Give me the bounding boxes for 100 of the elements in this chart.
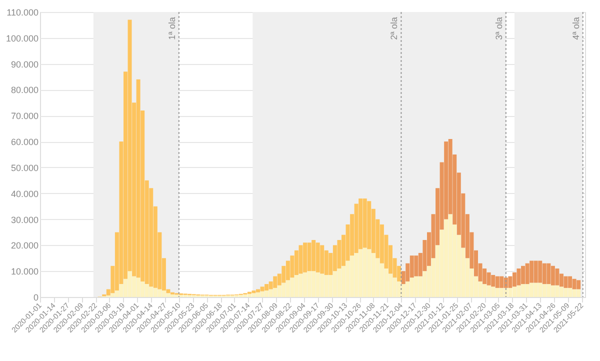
bar — [500, 288, 504, 297]
y-tick-label: 50.000 — [10, 162, 38, 173]
bar — [158, 289, 162, 297]
bar — [491, 274, 496, 287]
y-tick-label: 40.000 — [10, 188, 38, 199]
bar — [260, 291, 264, 297]
bar — [538, 282, 542, 297]
bar — [392, 278, 397, 297]
bar — [324, 274, 328, 297]
bar — [149, 286, 154, 297]
bar — [350, 256, 354, 297]
bar — [312, 240, 316, 272]
bar — [332, 271, 337, 297]
bar — [576, 280, 581, 290]
bar — [555, 285, 560, 297]
bar — [294, 274, 298, 297]
bar — [500, 276, 504, 288]
bar — [414, 276, 418, 297]
bar — [495, 276, 500, 288]
y-tick-label: 0 — [33, 292, 38, 302]
y-tick-label: 100.000 — [6, 33, 38, 44]
ref-line-label: 4ª ola — [570, 17, 581, 40]
y-tick-label: 30.000 — [10, 214, 38, 225]
bar — [252, 293, 256, 297]
bar — [358, 249, 363, 297]
bar — [406, 281, 410, 297]
bar — [290, 278, 294, 297]
bar — [495, 288, 500, 297]
bar — [367, 201, 372, 250]
bar — [546, 263, 551, 284]
bar — [328, 274, 333, 297]
bar — [534, 282, 538, 297]
bar — [538, 260, 542, 283]
bar — [277, 285, 282, 297]
bar — [144, 284, 149, 297]
y-tick-label: 90.000 — [10, 59, 38, 70]
bar — [273, 276, 278, 288]
bar — [397, 281, 402, 297]
y-tick-label: 70.000 — [10, 111, 38, 122]
bar — [320, 245, 324, 274]
ref-line-label: 1ª ola — [166, 17, 177, 40]
bar — [260, 286, 264, 292]
bar — [568, 276, 572, 288]
bar — [264, 284, 269, 291]
y-tick-label: 10.000 — [10, 266, 38, 277]
bar — [508, 276, 512, 288]
bar — [512, 272, 516, 287]
bar — [550, 266, 555, 286]
bar — [362, 198, 367, 248]
y-tick-label: 80.000 — [10, 85, 38, 96]
bar — [354, 252, 358, 297]
bar — [286, 280, 290, 297]
bar — [316, 272, 320, 297]
bar — [546, 284, 551, 297]
bar — [572, 289, 576, 297]
bar — [525, 263, 530, 284]
bar — [530, 282, 534, 297]
y-tick-label: 60.000 — [10, 137, 38, 148]
bar — [153, 288, 158, 297]
y-tick-label: 20.000 — [10, 240, 38, 251]
bar — [410, 256, 414, 278]
y-tick-label: 110.000 — [6, 8, 38, 18]
bar — [521, 266, 526, 284]
bar — [572, 278, 576, 290]
bar — [401, 284, 406, 297]
bar — [542, 263, 546, 284]
bar — [128, 271, 132, 297]
bar — [247, 294, 252, 297]
bar — [371, 252, 376, 297]
bar — [320, 274, 324, 297]
bar — [486, 285, 491, 297]
bar — [166, 293, 170, 297]
bar — [140, 281, 145, 297]
bar — [307, 271, 312, 297]
bar — [110, 293, 115, 297]
bar — [273, 288, 278, 297]
bar — [252, 290, 256, 294]
bar — [367, 249, 372, 297]
bar — [512, 286, 516, 297]
bar — [555, 268, 560, 286]
bar — [534, 260, 538, 283]
bar — [358, 198, 363, 250]
bar — [482, 284, 487, 297]
bar — [410, 278, 414, 297]
bar — [307, 242, 312, 272]
bar — [508, 288, 512, 297]
bar — [564, 276, 568, 288]
bar — [521, 284, 526, 297]
bar — [303, 272, 308, 297]
bar — [362, 248, 367, 297]
bar — [525, 284, 530, 297]
bar — [337, 268, 342, 297]
ref-line-label: 3ª ola — [494, 17, 504, 40]
bar — [136, 278, 140, 297]
ref-line-label: 2ª ola — [389, 17, 400, 40]
bar — [564, 288, 568, 297]
bar — [316, 242, 320, 272]
bar — [550, 285, 555, 297]
bar — [448, 214, 452, 297]
bar — [243, 294, 248, 297]
